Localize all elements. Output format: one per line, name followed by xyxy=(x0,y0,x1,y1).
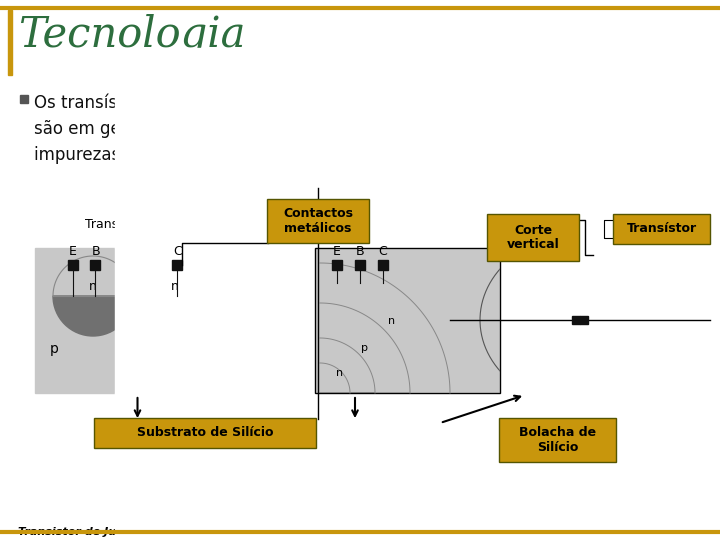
Bar xyxy=(68,260,78,270)
FancyBboxPatch shape xyxy=(499,418,616,462)
Text: n: n xyxy=(89,280,97,293)
FancyBboxPatch shape xyxy=(487,214,579,261)
Text: E: E xyxy=(69,245,77,258)
Text: B: B xyxy=(356,245,364,258)
Text: Bolacha de
Silício: Bolacha de Silício xyxy=(519,426,596,454)
Text: C: C xyxy=(379,245,387,258)
Text: C: C xyxy=(174,245,182,258)
Wedge shape xyxy=(320,393,375,448)
Text: Transístor planar: Transístor planar xyxy=(85,218,190,231)
Text: Os transístores nos circuitos integrados modernos
são em geral construídos atrav: Os transístores nos circuitos integrados… xyxy=(34,93,451,164)
Text: 13: 13 xyxy=(685,523,705,537)
Text: Transístor vertical: Transístor vertical xyxy=(361,218,473,231)
Text: Transístor: Transístor xyxy=(626,222,696,235)
Text: Transistor de Junção Bipolar, Paulo Lopes, ISCTE 2003: Transistor de Junção Bipolar, Paulo Lope… xyxy=(18,527,354,537)
Bar xyxy=(332,260,342,270)
Text: Corte
vertical: Corte vertical xyxy=(507,224,559,252)
Bar xyxy=(572,316,580,324)
Ellipse shape xyxy=(566,308,594,332)
Bar xyxy=(35,248,240,393)
Text: Substrato de Silício: Substrato de Silício xyxy=(137,427,274,440)
Text: Tecnologia: Tecnologia xyxy=(18,14,246,57)
Text: B: B xyxy=(91,245,100,258)
Bar xyxy=(90,260,100,270)
Ellipse shape xyxy=(520,268,640,372)
FancyBboxPatch shape xyxy=(267,199,369,243)
Bar xyxy=(115,393,715,540)
Bar xyxy=(115,48,715,248)
Bar xyxy=(315,248,500,393)
Bar xyxy=(378,260,388,270)
Wedge shape xyxy=(320,393,350,423)
Wedge shape xyxy=(320,393,450,523)
Wedge shape xyxy=(135,296,215,336)
Bar xyxy=(355,260,365,270)
Ellipse shape xyxy=(538,284,622,356)
Bar xyxy=(115,243,315,398)
FancyBboxPatch shape xyxy=(613,214,710,244)
Wedge shape xyxy=(53,296,133,336)
Bar xyxy=(172,260,182,270)
Text: Contactos
metálicos: Contactos metálicos xyxy=(283,207,353,235)
Ellipse shape xyxy=(554,298,606,342)
Bar xyxy=(315,248,500,393)
Wedge shape xyxy=(320,393,495,540)
Ellipse shape xyxy=(480,235,680,405)
Wedge shape xyxy=(320,393,410,483)
Text: p: p xyxy=(361,343,369,353)
Bar xyxy=(580,316,588,324)
Text: n: n xyxy=(171,280,179,293)
Bar xyxy=(500,243,700,398)
FancyBboxPatch shape xyxy=(94,418,316,448)
Bar xyxy=(8,10,12,75)
Text: n: n xyxy=(336,368,343,378)
Text: n: n xyxy=(388,316,395,326)
Text: p: p xyxy=(50,342,59,356)
Text: E: E xyxy=(333,245,341,258)
Bar xyxy=(20,95,28,103)
